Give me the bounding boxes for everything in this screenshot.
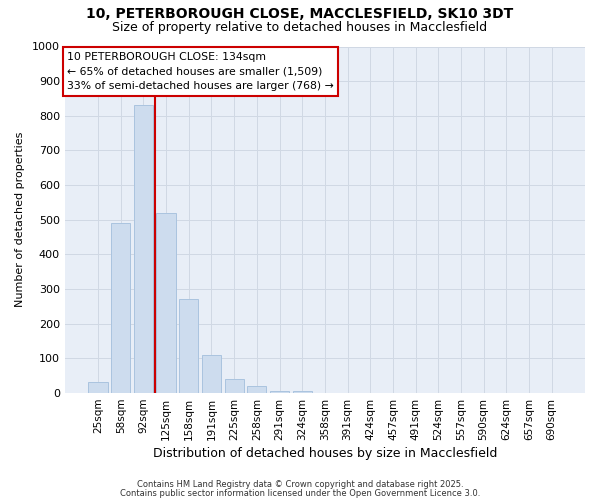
Bar — [202, 355, 221, 393]
Text: Contains HM Land Registry data © Crown copyright and database right 2025.: Contains HM Land Registry data © Crown c… — [137, 480, 463, 489]
Bar — [224, 379, 244, 393]
Text: Contains public sector information licensed under the Open Government Licence 3.: Contains public sector information licen… — [120, 488, 480, 498]
Text: 10, PETERBOROUGH CLOSE, MACCLESFIELD, SK10 3DT: 10, PETERBOROUGH CLOSE, MACCLESFIELD, SK… — [86, 8, 514, 22]
X-axis label: Distribution of detached houses by size in Macclesfield: Distribution of detached houses by size … — [153, 447, 497, 460]
Bar — [88, 382, 108, 393]
Bar — [157, 213, 176, 393]
Text: Size of property relative to detached houses in Macclesfield: Size of property relative to detached ho… — [112, 22, 488, 35]
Bar — [247, 386, 266, 393]
Y-axis label: Number of detached properties: Number of detached properties — [15, 132, 25, 308]
Bar — [111, 224, 130, 393]
Bar — [270, 392, 289, 393]
Bar — [293, 392, 312, 393]
Bar — [179, 300, 199, 393]
Bar — [134, 106, 153, 393]
Text: 10 PETERBOROUGH CLOSE: 134sqm
← 65% of detached houses are smaller (1,509)
33% o: 10 PETERBOROUGH CLOSE: 134sqm ← 65% of d… — [67, 52, 334, 92]
